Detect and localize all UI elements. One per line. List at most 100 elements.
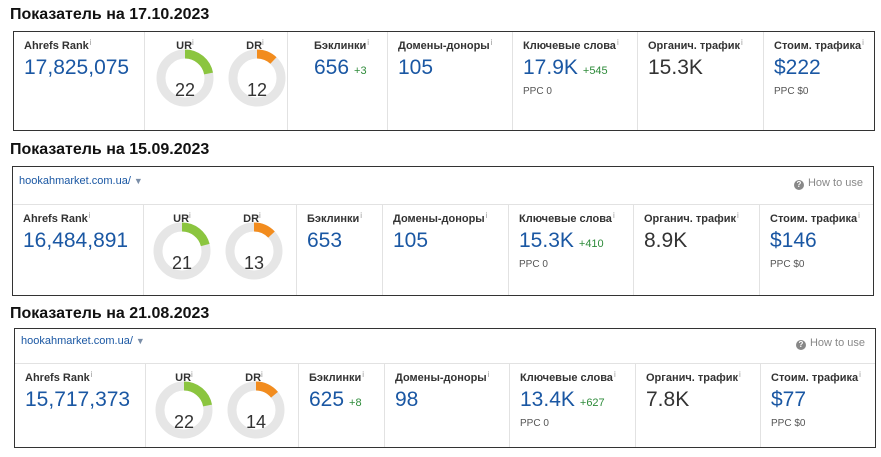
ref-domains-cell[interactable]: Домены-донорыi 105 xyxy=(388,32,513,130)
traffic-label: Органич. трафик xyxy=(646,372,738,384)
traffic-cost-value[interactable]: $77 xyxy=(771,388,807,411)
dr-label: DR xyxy=(245,372,262,384)
info-icon: i xyxy=(858,211,860,220)
traffic-value[interactable]: 15.3K xyxy=(648,56,703,79)
ur-donut xyxy=(156,49,214,107)
dr-value: 13 xyxy=(243,253,265,273)
dr-gauge[interactable]: DRi 12 xyxy=(227,34,291,114)
url-dropdown[interactable]: hookahmarket.com.ua/▼ xyxy=(19,175,143,187)
traffic-cost-cell[interactable]: Стоим. трафикаi $222 PPC $0 xyxy=(764,32,874,130)
dr-value: 14 xyxy=(245,412,267,432)
ref-domains-label: Домены-доноры xyxy=(393,213,485,225)
keywords-cell[interactable]: Ключевые словаi 17.9K +545 PPC 0 xyxy=(513,32,638,130)
snapshot-heading: Показатель на 21.08.2023 xyxy=(10,305,210,322)
snapshot-heading: Показатель на 15.09.2023 xyxy=(10,141,210,158)
traffic-cost-value[interactable]: $146 xyxy=(770,229,817,252)
rating-cell: URi 22 DRi 12 xyxy=(145,32,288,130)
how-to-use-link[interactable]: ? How to use xyxy=(793,177,863,190)
rating-cell: URi 21 DRi 13 xyxy=(144,205,297,295)
traffic-cost-ppc: PPC $0 xyxy=(770,259,805,270)
keywords-value[interactable]: 15.3K xyxy=(519,229,574,252)
backlinks-cell[interactable]: Бэклинкиi 625 +8 xyxy=(299,364,385,447)
info-icon: i xyxy=(362,370,365,379)
ahrefs-rank-label: Ahrefs Rank xyxy=(23,213,88,225)
ahrefs-rank-value[interactable]: 16,484,891 xyxy=(23,229,129,252)
ref-domains-cell[interactable]: Домены-донорыi 105 xyxy=(383,205,509,295)
backlinks-delta: +3 xyxy=(354,65,367,77)
dr-donut xyxy=(228,49,286,107)
keywords-cell[interactable]: Ключевые словаi 15.3K +410 PPC 0 xyxy=(509,205,634,295)
ahrefs-rank-value[interactable]: 15,717,373 xyxy=(25,388,131,411)
ref-domains-value[interactable]: 98 xyxy=(395,388,419,411)
traffic-cell[interactable]: Органич. трафикi 7.8K xyxy=(636,364,761,447)
keywords-delta: +410 xyxy=(578,238,604,250)
dr-gauge[interactable]: DRi 13 xyxy=(224,207,288,287)
ref-domains-value[interactable]: 105 xyxy=(393,229,429,252)
info-icon: i xyxy=(367,38,370,47)
backlinks-cell[interactable]: Бэклинкиi 653 xyxy=(297,205,383,295)
traffic-cost-label: Стоим. трафика xyxy=(771,372,859,384)
info-icon: i xyxy=(89,38,92,47)
traffic-value[interactable]: 7.8K xyxy=(646,388,690,411)
ur-value: 22 xyxy=(173,412,195,432)
traffic-cell[interactable]: Органич. трафикi 8.9K xyxy=(634,205,760,295)
info-icon: i xyxy=(192,38,194,47)
url-dropdown[interactable]: hookahmarket.com.ua/▼ xyxy=(21,335,145,347)
ur-label: UR xyxy=(176,40,193,52)
backlinks-value[interactable]: 656 xyxy=(314,56,350,79)
question-circle-icon: ? xyxy=(795,340,806,350)
ur-gauge[interactable]: URi 22 xyxy=(155,34,219,114)
keywords-ppc: PPC 0 xyxy=(520,418,549,429)
info-icon: i xyxy=(485,211,488,220)
info-icon: i xyxy=(613,370,616,379)
ahrefs-rank-value[interactable]: 17,825,075 xyxy=(24,56,130,79)
info-icon: i xyxy=(741,38,743,47)
backlinks-cell[interactable]: Бэклинкиi 656 +3 xyxy=(304,32,388,130)
url-text: hookahmarket.com.ua/ xyxy=(19,175,131,187)
ahrefs-rank-cell[interactable]: Ahrefs Ranki 17,825,075 xyxy=(14,32,145,130)
dr-gauge[interactable]: DRi 14 xyxy=(226,366,290,446)
metrics-row: Ahrefs Ranki 15,717,373 URi 22 DRi 14 xyxy=(15,363,875,447)
how-to-use-link[interactable]: ? How to use xyxy=(795,337,865,350)
traffic-cost-value[interactable]: $222 xyxy=(774,56,821,79)
ur-gauge[interactable]: URi 22 xyxy=(154,366,218,446)
traffic-label: Органич. трафик xyxy=(644,213,736,225)
ref-domains-cell[interactable]: Домены-донорыi 98 xyxy=(385,364,510,447)
ahrefs-rank-cell[interactable]: Ahrefs Ranki 15,717,373 xyxy=(15,364,146,447)
dr-donut xyxy=(227,381,285,439)
ahrefs-rank-label: Ahrefs Rank xyxy=(25,372,90,384)
info-icon: i xyxy=(739,370,741,379)
traffic-cost-label: Стоим. трафика xyxy=(770,213,858,225)
backlinks-label: Бэклинки xyxy=(307,213,360,225)
how-to-use-label: How to use xyxy=(809,337,865,349)
dr-value: 12 xyxy=(246,80,268,100)
ref-domains-value[interactable]: 105 xyxy=(398,56,434,79)
traffic-cost-ppc: PPC $0 xyxy=(774,86,809,97)
backlinks-value[interactable]: 625 xyxy=(309,388,345,411)
traffic-cell[interactable]: Органич. трафикi 15.3K xyxy=(638,32,764,130)
info-icon: i xyxy=(191,370,193,379)
url-bar: hookahmarket.com.ua/▼ ? How to use xyxy=(15,329,875,357)
traffic-cost-cell[interactable]: Стоим. трафикаi $77 PPC $0 xyxy=(761,364,875,447)
traffic-cost-cell[interactable]: Стоим. трафикаi $146 PPC $0 xyxy=(760,205,873,295)
ur-value: 22 xyxy=(174,80,196,100)
keywords-value[interactable]: 17.9K xyxy=(523,56,578,79)
metrics-panel: hookahmarket.com.ua/▼ ? How to use Ahrefs… xyxy=(12,166,874,296)
info-icon: i xyxy=(859,370,861,379)
dr-label: DR xyxy=(243,213,260,225)
question-circle-icon: ? xyxy=(793,180,804,190)
caret-down-icon: ▼ xyxy=(133,176,143,186)
keywords-label: Ключевые слова xyxy=(523,40,616,52)
rating-cell: URi 22 DRi 14 xyxy=(146,364,299,447)
info-icon: i xyxy=(490,38,493,47)
backlinks-value[interactable]: 653 xyxy=(307,229,343,252)
ur-label: UR xyxy=(175,372,192,384)
traffic-value[interactable]: 8.9K xyxy=(644,229,688,252)
info-icon: i xyxy=(612,211,615,220)
ur-gauge[interactable]: URi 21 xyxy=(152,207,216,287)
info-icon: i xyxy=(616,38,619,47)
keywords-value[interactable]: 13.4K xyxy=(520,388,575,411)
keywords-cell[interactable]: Ключевые словаi 13.4K +627 PPC 0 xyxy=(510,364,636,447)
keywords-ppc: PPC 0 xyxy=(523,86,552,97)
ahrefs-rank-cell[interactable]: Ahrefs Ranki 16,484,891 xyxy=(13,205,144,295)
